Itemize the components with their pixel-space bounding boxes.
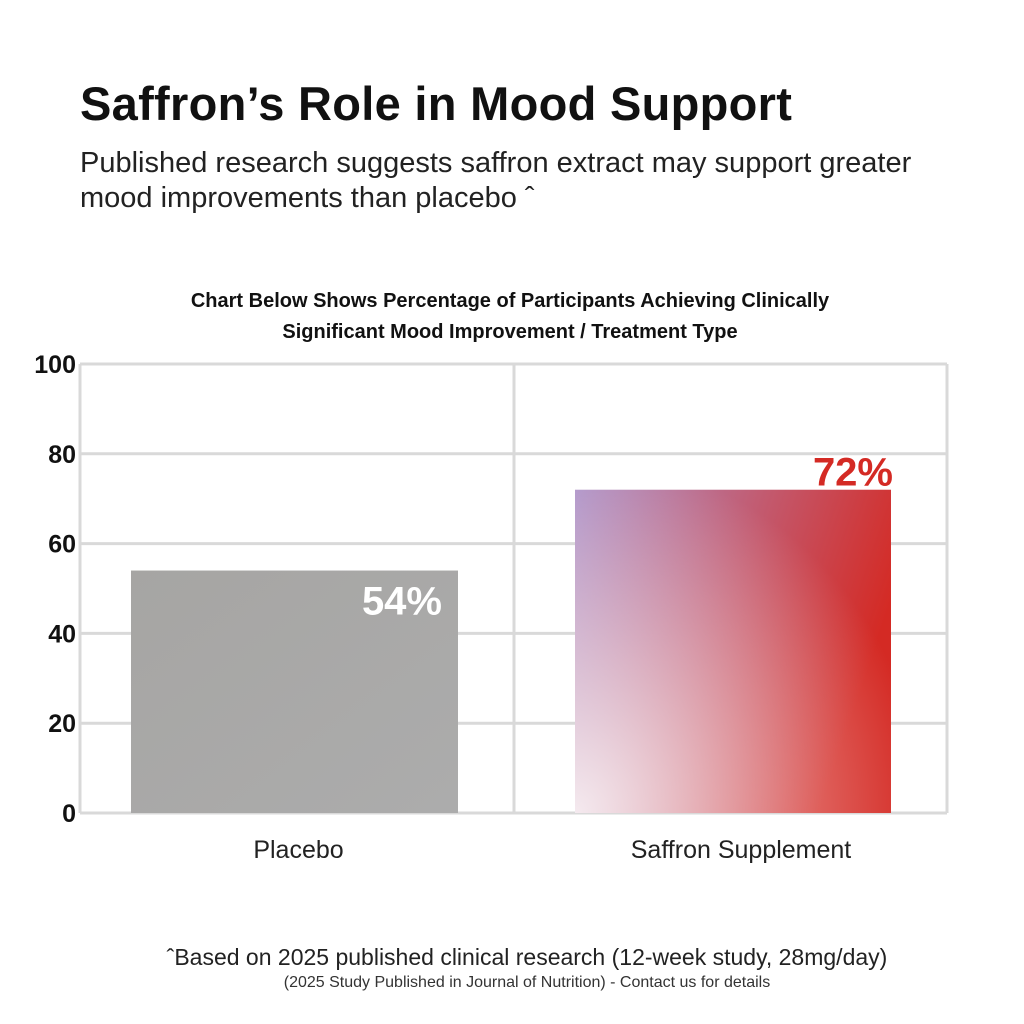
bar-saffron-highlight <box>575 489 891 813</box>
footnote: ˆBased on 2025 published clinical resear… <box>166 944 888 970</box>
y-tick-label: 20 <box>48 710 76 738</box>
chart-title: Chart Below Shows Percentage of Particip… <box>190 290 830 343</box>
bar-placebo <box>131 570 458 813</box>
y-tick-label: 40 <box>48 620 76 648</box>
y-tick-label: 100 <box>34 351 76 379</box>
y-tick-label: 0 <box>62 800 76 828</box>
page-subtitle: Published research suggests saffron extr… <box>80 147 912 214</box>
data-label-saffron: 72% <box>813 451 893 495</box>
y-tick-label: 60 <box>48 531 76 559</box>
x-tick-label: Saffron Supplement <box>631 836 852 864</box>
data-label-placebo: 54% <box>362 580 442 624</box>
x-tick-label: Placebo <box>253 836 343 864</box>
y-tick-label: 80 <box>48 441 76 469</box>
page-title: Saffron’s Role in Mood Support <box>80 77 793 130</box>
source-note: (2025 Study Published in Journal of Nutr… <box>283 974 771 991</box>
